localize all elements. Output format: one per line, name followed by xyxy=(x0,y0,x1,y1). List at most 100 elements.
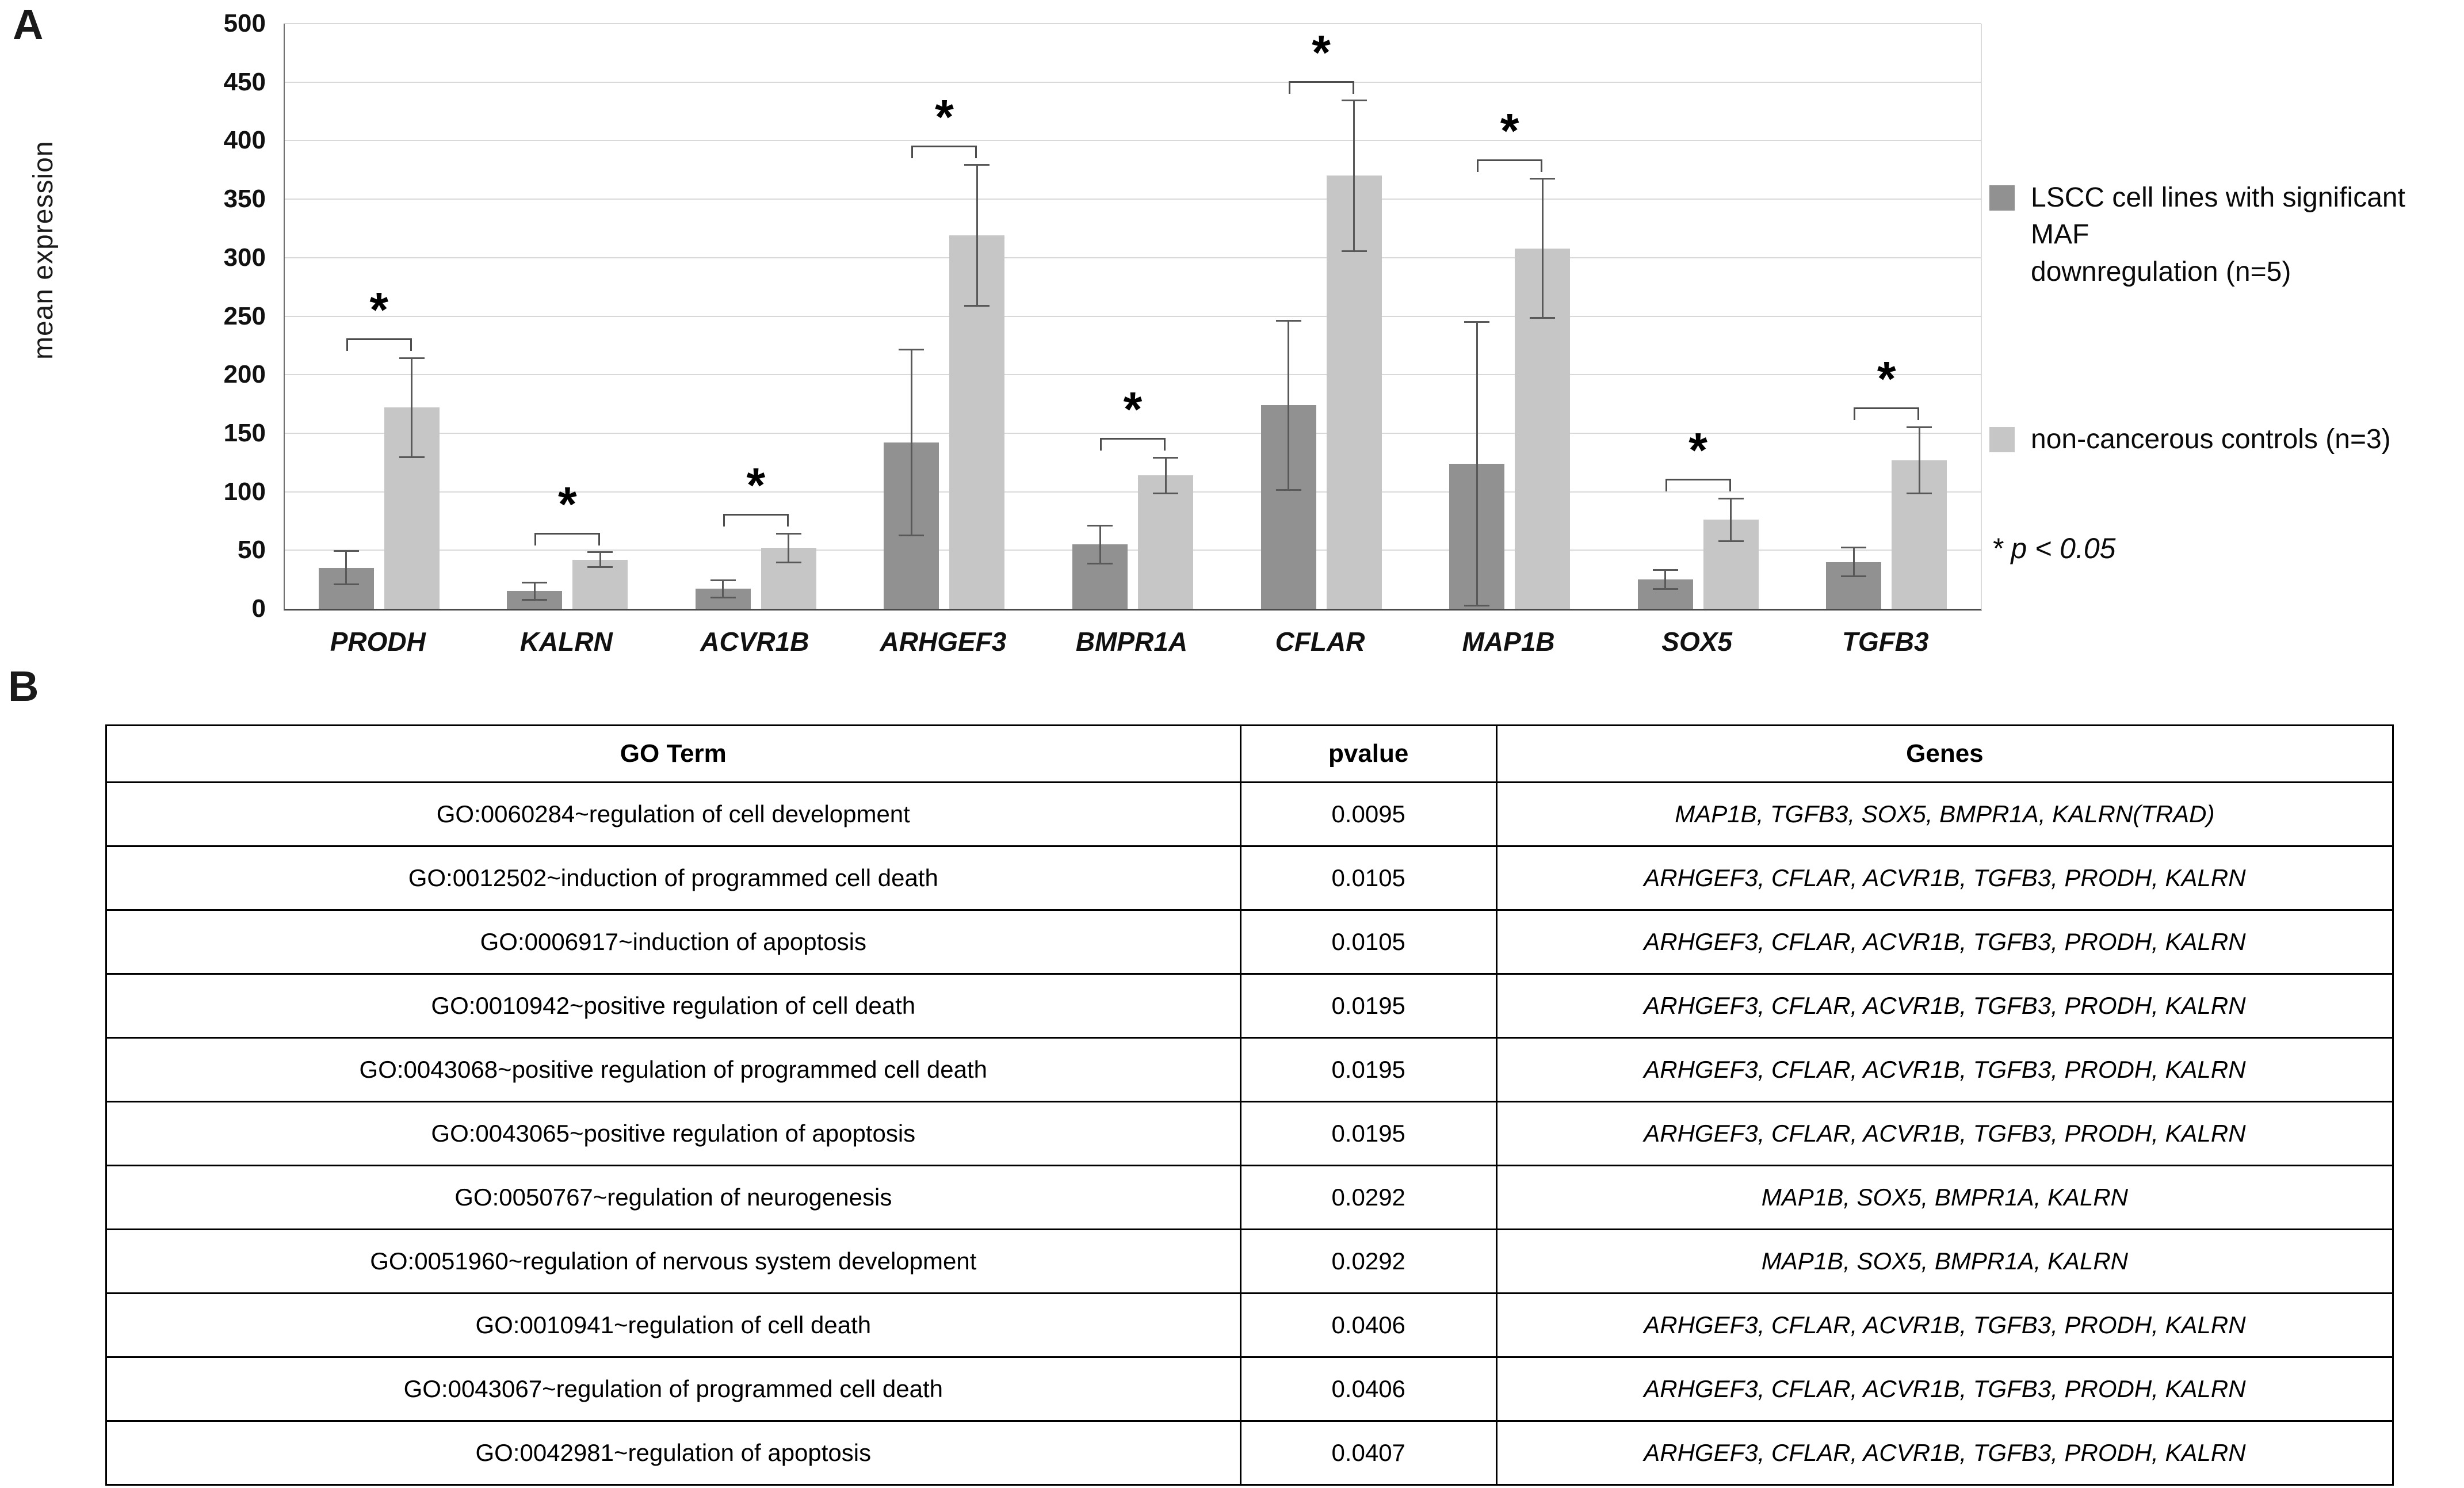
gridline xyxy=(285,550,1981,551)
significance-bracket-tick xyxy=(1854,407,1856,421)
error-bar-cap xyxy=(776,532,801,535)
genes-cell: MAP1B, TGFB3, SOX5, BMPR1A, KALRN(TRAD) xyxy=(1495,781,2394,847)
error-bar-cap xyxy=(1907,426,1932,428)
legend-swatch-light xyxy=(1989,427,2015,452)
x-axis-category-label: KALRN xyxy=(519,627,613,657)
genes-cell: ARHGEF3, CFLAR, ACVR1B, TGFB3, PRODH, KA… xyxy=(1495,1101,2394,1166)
significance-note: * p < 0.05 xyxy=(1992,532,2116,564)
significance-bracket xyxy=(911,145,977,147)
error-bar-cap xyxy=(1464,604,1490,606)
y-axis-tick-label: 350 xyxy=(223,185,266,213)
error-bar xyxy=(1852,547,1855,578)
error-bar-cap xyxy=(522,582,548,584)
error-bar-cap xyxy=(1841,575,1867,578)
column-header: pvalue xyxy=(1239,724,1497,783)
gridline xyxy=(285,199,1981,200)
error-bar xyxy=(345,550,347,586)
panel-b-label: B xyxy=(8,662,39,710)
significance-bracket xyxy=(534,532,601,535)
significance-bracket-tick xyxy=(534,532,537,545)
error-bar-cap xyxy=(1530,316,1556,319)
y-axis-tick-label: 250 xyxy=(223,302,266,330)
error-bar-cap xyxy=(964,305,990,307)
error-bar-cap xyxy=(899,349,925,351)
error-bar-cap xyxy=(1153,456,1178,459)
x-axis-category-label: BMPR1A xyxy=(1075,627,1188,657)
error-bar-cap xyxy=(333,583,359,586)
error-bar-cap xyxy=(1275,489,1301,491)
significance-bracket-tick xyxy=(1164,438,1166,451)
go-term-cell: GO:0051960~regulation of nervous system … xyxy=(105,1228,1241,1294)
error-bar xyxy=(1730,497,1732,543)
gridline xyxy=(285,432,1981,434)
error-bar xyxy=(722,579,724,598)
go-term-cell: GO:0050767~regulation of neurogenesis xyxy=(105,1165,1241,1230)
significance-bracket-tick xyxy=(1100,438,1102,451)
go-term-cell: GO:0010942~positive regulation of cell d… xyxy=(105,973,1241,1039)
table-row: GO:0051960~regulation of nervous system … xyxy=(105,1228,2394,1294)
error-bar-cap xyxy=(399,456,425,458)
error-bar-cap xyxy=(1087,524,1113,526)
gridline xyxy=(285,140,1981,142)
go-enrichment-table: GO Term pvalue Genes GO:0060284~regulation… xyxy=(105,724,2394,1486)
table-row: GO:0060284~regulation of cell developmen… xyxy=(105,781,2394,847)
gridline xyxy=(285,315,1981,317)
error-bar-cap xyxy=(1341,100,1367,102)
error-bar-cap xyxy=(710,579,736,582)
pvalue-cell: 0.0292 xyxy=(1239,1165,1497,1230)
pvalue-cell: 0.0407 xyxy=(1239,1420,1497,1486)
error-bar xyxy=(788,532,790,563)
pvalue-cell: 0.0195 xyxy=(1239,1101,1497,1166)
table-row: GO:0043068~positive regulation of progra… xyxy=(105,1037,2394,1102)
y-axis-title: mean expression xyxy=(28,140,59,360)
error-bar xyxy=(1099,524,1101,564)
error-bar-cap xyxy=(1718,540,1744,543)
pvalue-cell: 0.0406 xyxy=(1239,1356,1497,1422)
x-axis-category-label: CFLAR xyxy=(1275,627,1365,657)
significance-bracket-tick xyxy=(346,338,348,352)
significance-bracket-tick xyxy=(786,514,789,527)
y-axis-tick-label: 400 xyxy=(223,126,266,155)
go-term-cell: GO:0043065~positive regulation of apopto… xyxy=(105,1101,1241,1166)
gridline xyxy=(285,23,1981,24)
bar-light-BMPR1A xyxy=(1138,475,1193,609)
pvalue-cell: 0.0105 xyxy=(1239,909,1497,975)
x-axis-category-label: SOX5 xyxy=(1661,627,1733,657)
gridline xyxy=(285,81,1981,83)
y-axis-tick-label: 450 xyxy=(223,67,266,96)
significance-bracket xyxy=(346,338,412,341)
x-axis-category-labels: PRODH KALRN ACVR1B ARHGEF3 BMPR1A CFLAR MAP1B S… xyxy=(284,626,1980,672)
error-bar xyxy=(1541,178,1544,319)
table-row: GO:0006917~induction of apoptosis 0.0105 A… xyxy=(105,909,2394,975)
error-bar-cap xyxy=(1341,250,1367,252)
error-bar xyxy=(599,551,601,568)
error-bar-cap xyxy=(1275,319,1301,322)
significance-bracket-tick xyxy=(598,532,601,545)
error-bar-cap xyxy=(710,596,736,598)
significance-bracket-tick xyxy=(1917,407,1920,421)
error-bar-cap xyxy=(1907,492,1932,494)
significance-bracket xyxy=(723,514,789,516)
error-bar xyxy=(1476,321,1478,606)
significance-bracket-tick xyxy=(1288,81,1290,94)
error-bar-cap xyxy=(964,164,990,166)
error-bar xyxy=(1353,100,1355,252)
error-bar xyxy=(1918,426,1920,494)
gridline xyxy=(285,374,1981,376)
genes-cell: ARHGEF3, CFLAR, ACVR1B, TGFB3, PRODH, KA… xyxy=(1495,973,2394,1039)
legend-swatch-dark xyxy=(1989,185,2015,211)
significance-bracket xyxy=(1288,81,1354,83)
genes-cell: ARHGEF3, CFLAR, ACVR1B, TGFB3, PRODH, KA… xyxy=(1495,1037,2394,1102)
error-bar-cap xyxy=(1153,492,1178,494)
error-bar-cap xyxy=(399,357,425,359)
genes-cell: ARHGEF3, CFLAR, ACVR1B, TGFB3, PRODH, KA… xyxy=(1495,1356,2394,1422)
error-bar xyxy=(533,582,536,601)
significance-bracket-tick xyxy=(1477,159,1479,172)
genes-cell: ARHGEF3, CFLAR, ACVR1B, TGFB3, PRODH, KA… xyxy=(1495,909,2394,975)
y-axis-tick-label: 150 xyxy=(223,418,266,447)
error-bar-cap xyxy=(776,561,801,563)
significance-bracket-tick xyxy=(911,145,914,158)
significance-asterisk: * xyxy=(746,458,766,513)
error-bar-cap xyxy=(1652,569,1678,571)
significance-bracket-tick xyxy=(410,338,412,352)
